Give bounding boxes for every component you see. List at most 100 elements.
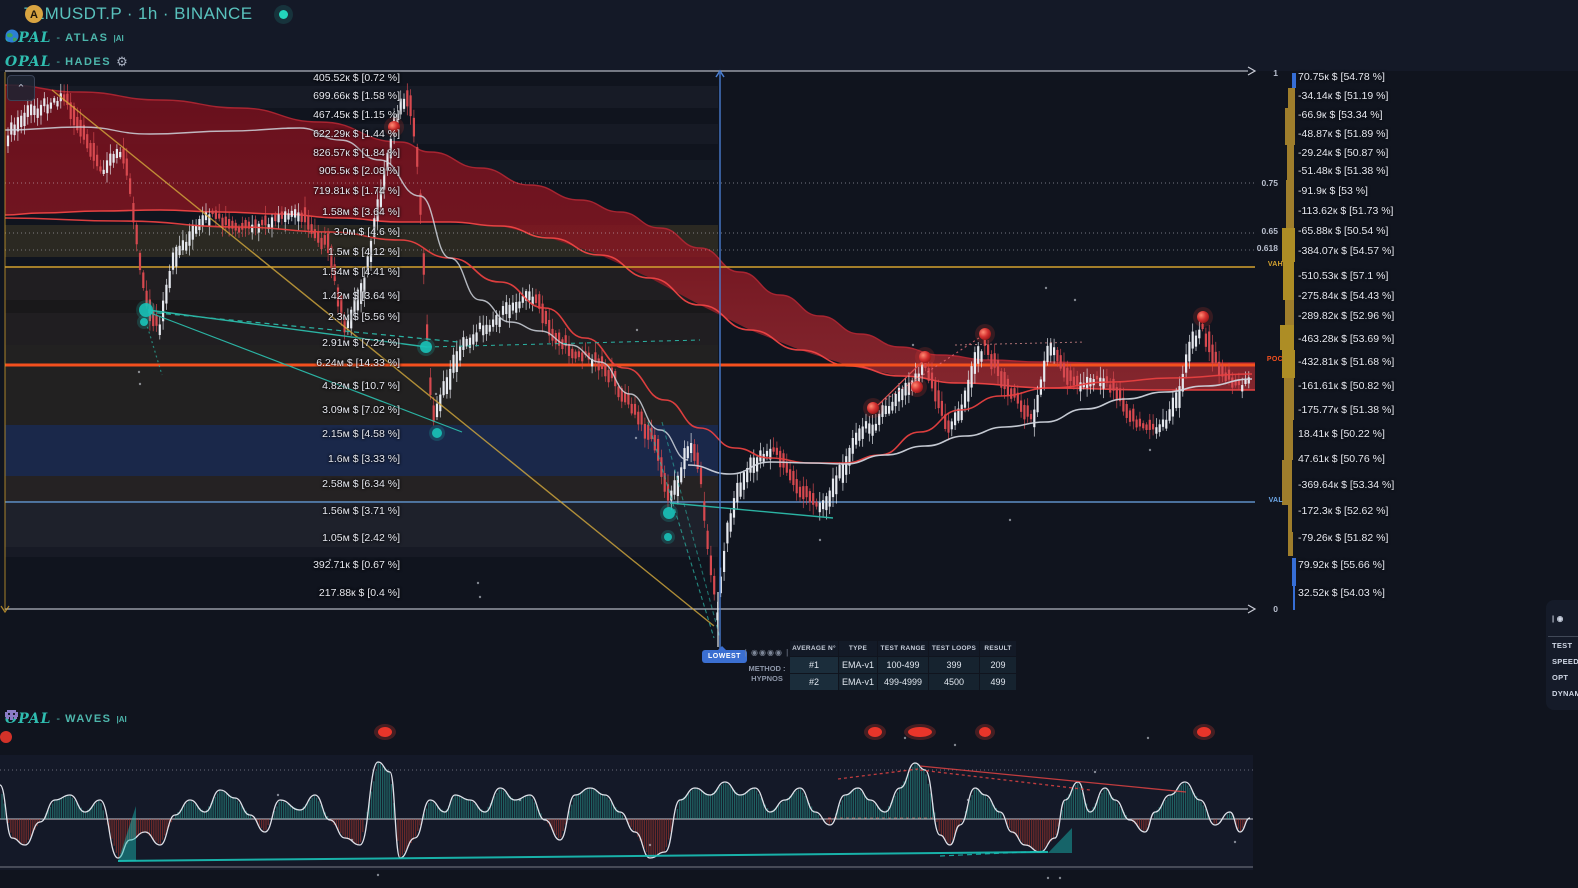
right-price-label: -275.84к $ [54.43 %] [1298, 290, 1395, 302]
table-header-cell: TEST RANGE [878, 641, 928, 656]
side-panel-item[interactable]: OPT [1552, 673, 1569, 682]
table-cell: 399 [929, 657, 979, 673]
red-ema-line [5, 217, 1253, 464]
left-price-label: 217.88к $ [0.4 %] [318, 587, 400, 599]
white-ma-right [687, 378, 1253, 475]
right-price-label: 18.41к $ [50.22 %] [1298, 428, 1385, 440]
side-panel-item[interactable]: TEST [1552, 641, 1573, 650]
right-price-label: 70.75к $ [54.78 %] [1298, 71, 1385, 83]
right-price-label: 79.92к $ [55.66 %] [1298, 559, 1385, 571]
waves-signal-dot [868, 727, 882, 737]
left-price-label: 2.91м $ [7.24 %] [322, 337, 400, 349]
svg-text:A: A [30, 9, 38, 21]
table-cell: EMA-v1 [839, 674, 877, 690]
right-price-label: -66.9к $ [53.34 %] [1298, 109, 1383, 121]
right-price-label: -91.9к $ [53 %] [1298, 185, 1368, 197]
volume-profile [1280, 73, 1296, 610]
buy-signal-dot [664, 533, 672, 541]
right-price-label: -79.26к $ [51.82 %] [1298, 532, 1389, 544]
buy-signal-dot [432, 428, 442, 438]
table-cell: 100-499 [878, 657, 928, 673]
moving-averages [5, 126, 1253, 475]
signal-markers [136, 117, 1213, 544]
waves-signal-dot [378, 727, 392, 737]
symbol-title: TLMUSDT.P · 1h · BINANCE [24, 4, 253, 23]
right-price-label: -289.82к $ [52.96 %] [1298, 310, 1395, 322]
right-price-label: -48.87к $ [51.89 %] [1298, 128, 1389, 140]
left-price-label: 3.09м $ [7.02 %] [322, 404, 400, 416]
right-price-label: -34.14к $ [51.19 %] [1298, 90, 1389, 102]
left-price-label: 1.6м $ [3.33 %] [327, 453, 400, 465]
right-price-label: -29.24к $ [50.87 %] [1298, 147, 1389, 159]
globe-icon [5, 29, 19, 43]
right-price-label: -175.77к $ [51.38 %] [1298, 404, 1395, 416]
method-icons[interactable]: | ◉◉◉◉ | [744, 648, 790, 657]
left-price-label: 826.57к $ [1.84 %] [313, 147, 400, 159]
backtest-results-table: AVERAGE N° TYPE TEST RANGE TEST LOOPS RESULT… [790, 641, 1016, 690]
side-panel-item[interactable]: SPEED C [1552, 657, 1578, 666]
left-price-label: 1.42м $ [3.64 %] [322, 290, 400, 302]
lowest-badge: LOWEST [702, 646, 747, 663]
side-settings-panel[interactable] [1546, 600, 1578, 710]
opal-brand-label: OPAL [5, 54, 52, 70]
buy-signal-dot [663, 507, 675, 519]
collapse-pane-button[interactable]: ⌃ [7, 75, 35, 101]
indicator-row-waves[interactable]: OPAL - WAVES |AI [5, 710, 127, 728]
left-price-label: 2.58м $ [6.34 %] [322, 478, 400, 490]
buy-signal-dot [420, 341, 432, 353]
level-tag-poc: POC [1266, 356, 1283, 363]
dash: - [56, 56, 61, 68]
horizontal-levels [5, 66, 1257, 614]
live-status-button[interactable] [274, 4, 294, 24]
table-cell: 499 [980, 674, 1016, 690]
waves-oscillator [0, 724, 1253, 870]
left-price-label: 1.54м $ [4.41 %] [322, 266, 400, 278]
indicator-row-hades[interactable]: OPAL - HADES ⚙ [5, 53, 128, 71]
indicator-name-hades: HADES [65, 56, 112, 68]
right-price-label: -161.61к $ [50.82 %] [1298, 380, 1395, 392]
band [5, 503, 718, 547]
left-price-label: 1.05м $ [2.42 %] [322, 532, 400, 544]
left-price-label: 405.52к $ [0.72 %] [313, 72, 400, 84]
waves-signal-dot [908, 727, 932, 737]
left-price-label: 1.58м $ [3.64 %] [322, 206, 400, 218]
table-header-cell: TEST LOOPS [929, 641, 979, 656]
table-cell: 499-4999 [878, 674, 928, 690]
indicator-row-atlas[interactable]: OPAL - ATLAS |AI [5, 29, 124, 47]
left-price-label: 905.5к $ [2.08 %] [318, 165, 400, 177]
indicator-name-waves: WAVES [65, 713, 112, 725]
band [5, 476, 718, 502]
ai-suffix: |AI [116, 714, 127, 724]
level-tag-val: VAL [1268, 497, 1283, 504]
right-price-label: -510.53к $ [57.1 %] [1298, 270, 1389, 282]
left-price-label: 699.66к $ [1.58 %] [313, 90, 400, 102]
cloud-area [5, 85, 1255, 390]
method-value: HYPNOS [751, 674, 783, 683]
side-panel-item[interactable]: | ◉ [1552, 614, 1564, 623]
band [5, 345, 718, 425]
symbol-header[interactable]: A TLMUSDT.P · 1h · BINANCE [24, 4, 294, 24]
right-price-label: -369.64к $ [53.34 %] [1298, 479, 1395, 491]
right-price-label: -384.07к $ [54.57 %] [1298, 245, 1395, 257]
scale-mark: 0.75 [1261, 178, 1278, 188]
gear-icon: ⚙ [116, 54, 128, 69]
table-cell: #2 [790, 674, 838, 690]
left-price-label: 1.5м $ [4.12 %] [327, 246, 400, 258]
left-price-label: 622.29к $ [1.44 %] [313, 128, 400, 140]
left-price-label: 719.81к $ [1.74 %] [313, 185, 400, 197]
left-price-label: 1.56м $ [3.71 %] [322, 505, 400, 517]
level-tag-vah: VAH [1267, 261, 1283, 268]
trend-segments [51, 89, 1086, 639]
left-price-label: 2.15м $ [4.58 %] [322, 428, 400, 440]
right-price-label: -463.28к $ [53.69 %] [1298, 333, 1395, 345]
table-cell: #1 [790, 657, 838, 673]
left-price-label: 467.45к $ [1.15 %] [313, 109, 400, 121]
scale-mark: 0 [1273, 604, 1278, 614]
live-dot-icon [279, 9, 289, 19]
waves-signal-dot [979, 727, 991, 737]
table-header-cell: AVERAGE N° [790, 641, 838, 656]
side-panel-item[interactable]: DYNAM [1552, 689, 1578, 698]
sell-signal-ball [388, 121, 400, 133]
scale-mark: 0.65 [1261, 226, 1278, 236]
